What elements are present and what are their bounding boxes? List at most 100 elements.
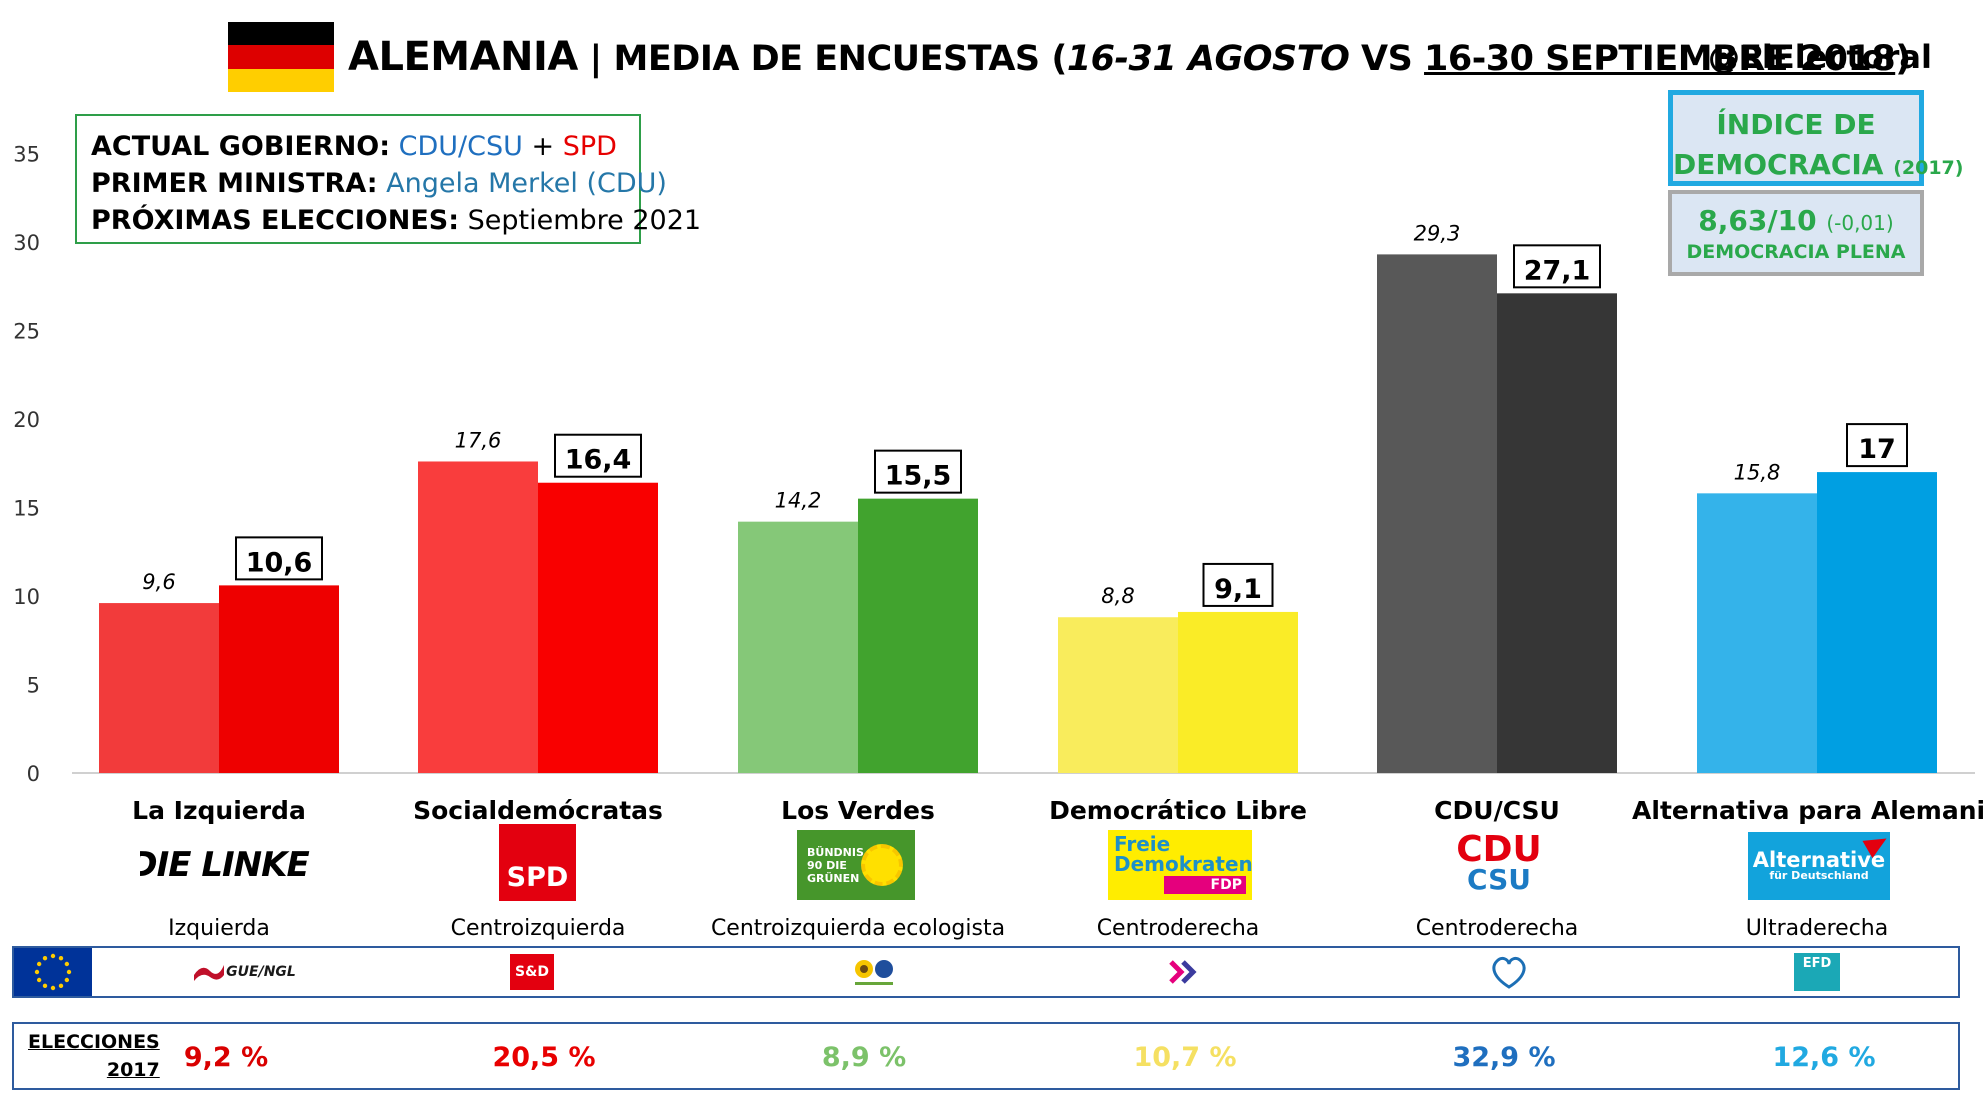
minister-label: PRIMER MINISTRA: xyxy=(91,168,378,199)
bar-label-current: 16,4 xyxy=(565,445,632,476)
y-tick-label: 0 xyxy=(27,762,40,786)
bar-previous xyxy=(738,521,858,773)
category-label: Los Verdes xyxy=(781,796,935,825)
source-handle: @ElElectoral xyxy=(1708,38,1932,76)
bar-current xyxy=(1817,472,1937,773)
gue-ngl-text: GUE/NGL xyxy=(226,964,296,980)
bar-label-current: 10,6 xyxy=(246,547,313,578)
eu-star xyxy=(50,985,56,991)
democracy-score: 8,63/10 xyxy=(1698,204,1817,237)
category-label: Alternativa para Alemania xyxy=(1632,796,1986,825)
ideology-label: Centroderecha xyxy=(1416,916,1579,941)
democracy-index-header: ÍNDICE DE DEMOCRACIA (2017) xyxy=(1668,90,1963,188)
eu-star xyxy=(36,977,42,983)
eu-star xyxy=(64,977,70,983)
elections-label: PRÓXIMAS ELECCIONES: xyxy=(91,205,460,236)
eu-star xyxy=(36,961,42,967)
bar-label-previous: 17,6 xyxy=(455,428,502,452)
bar-label-current: 27,1 xyxy=(1524,255,1591,286)
eu-star xyxy=(42,955,48,961)
bar-label-current: 15,5 xyxy=(885,461,952,492)
bar-label-previous: 14,2 xyxy=(775,489,822,513)
title-period-new: 16-30 SEPTIEMBRE 2018 xyxy=(1424,39,1896,79)
bar-label-previous: 8,8 xyxy=(1101,584,1134,608)
eu-star xyxy=(64,961,70,967)
bar-label-previous: 15,8 xyxy=(1734,460,1781,484)
efd-logo-icon: EFD xyxy=(1794,953,1840,991)
bar-previous xyxy=(1697,493,1817,773)
greens-efa-logo-icon xyxy=(844,952,904,992)
flag-stripe-gold xyxy=(228,68,334,92)
category-label: Democrático Libre xyxy=(1049,796,1307,825)
eu-star xyxy=(50,953,56,959)
elections-2017-row: ELECCIONES 2017 9,2 % 20,5 % 8,9 % 10,7 … xyxy=(12,1022,1960,1090)
alde-chevrons-icon xyxy=(1169,960,1197,984)
government-info-box: ACTUAL GOBIERNO: CDU/CSU + SPD PRIMER MI… xyxy=(75,114,701,244)
category-label: La Izquierda xyxy=(132,796,306,825)
die-linke-logo-icon: DIE LINKE. xyxy=(140,834,310,896)
y-tick-label: 30 xyxy=(13,231,40,255)
eu-groups-row: GUE/NGL S&D EFD xyxy=(12,946,1960,998)
eu-flag-icon xyxy=(14,948,92,996)
fdp-logo-sub: FDP xyxy=(1164,876,1246,894)
afd-logo-sub: für Deutschland xyxy=(1769,869,1869,882)
category-labels-group: La Izquierda Izquierda Socialdemócratas Cen… xyxy=(132,796,1986,941)
spd-logo-text: SPD xyxy=(506,862,569,893)
democracy-score-wrap: 8,63/10 (-0,01) xyxy=(1672,204,1920,237)
eu-star xyxy=(58,983,64,989)
category-label: Socialdemócratas xyxy=(413,796,663,825)
government-line: ACTUAL GOBIERNO: CDU/CSU + SPD xyxy=(91,128,639,165)
government-label: ACTUAL GOBIERNO: xyxy=(91,131,391,162)
fdp-logo-text: Freie Demokraten xyxy=(1114,832,1252,876)
democracy-index-line2-wrap: DEMOCRACIA (2017) xyxy=(1673,145,1963,188)
title-period-old: 16-31 AGOSTO xyxy=(1066,39,1350,79)
spd-logo-icon: SPD xyxy=(499,824,576,901)
democracy-index-line2: DEMOCRACIA xyxy=(1673,148,1884,181)
eu-star xyxy=(66,969,72,975)
bar-label-current: 17 xyxy=(1858,434,1896,465)
y-tick-label: 20 xyxy=(13,408,40,432)
afd-logo-text: Alternative xyxy=(1752,848,1886,872)
bar-current xyxy=(1178,611,1298,773)
democracy-index-year: (2017) xyxy=(1893,157,1964,179)
elections-label-line1: ELECCIONES xyxy=(28,1031,160,1053)
title-suffix: ) xyxy=(1895,39,1911,79)
title-country: ALEMANIA xyxy=(348,34,578,80)
s-and-d-logo-icon: S&D xyxy=(510,954,554,990)
bar-previous xyxy=(99,603,219,773)
gruene-logo-icon: BÜNDNIS 90 DIE GRÜNEN xyxy=(797,830,915,900)
democracy-category: DEMOCRACIA PLENA xyxy=(1686,241,1906,263)
bar-previous xyxy=(1377,254,1497,773)
y-tick-label: 25 xyxy=(13,320,40,344)
ideology-label: Centroizquierda xyxy=(451,916,626,941)
y-axis: 0 5 10 15 20 25 30 35 xyxy=(13,143,40,787)
bar-current xyxy=(219,585,339,773)
gruene-logo-text: BÜNDNIS 90 DIE GRÜNEN xyxy=(807,845,864,885)
result-2017-socialdemocratas: 20,5 % xyxy=(492,1042,596,1073)
cdu-logo-text: CDU xyxy=(1456,830,1542,870)
afd-logo-icon: Alternative für Deutschland xyxy=(1748,832,1890,900)
fdp-logo-icon: Freie Demokraten FDP xyxy=(1108,830,1252,900)
elections-label-line2: 2017 xyxy=(106,1059,160,1081)
bar-label-box xyxy=(554,433,642,478)
eu-star xyxy=(34,969,40,975)
elections-line: PRÓXIMAS ELECCIONES: Septiembre 2021 xyxy=(91,202,701,239)
bar-previous xyxy=(418,461,538,773)
chart-title: ALEMANIA | MEDIA DE ENCUESTAS (16-31 AGO… xyxy=(348,34,1911,80)
minister-line: PRIMER MINISTRA: Angela Merkel (CDU) xyxy=(91,165,667,202)
gue-ngl-logo-icon: GUE/NGL xyxy=(189,952,299,992)
bar-label-box xyxy=(235,536,323,581)
bar-label-box xyxy=(1202,562,1274,607)
germany-flag-icon xyxy=(228,22,334,92)
flag-stripe-red xyxy=(228,45,334,69)
bar-current xyxy=(1497,293,1617,773)
bar-label-box xyxy=(1846,423,1908,468)
title-prefix: MEDIA DE ENCUESTAS ( xyxy=(613,39,1068,79)
result-2017-afd: 12,6 % xyxy=(1772,1042,1876,1073)
die-linke-logo-text: DIE LINKE. xyxy=(140,845,310,885)
bar-previous xyxy=(1058,617,1178,773)
bar-label-previous: 9,6 xyxy=(142,570,175,594)
epp-heart-icon xyxy=(1492,956,1526,989)
ideology-label: Centroizquierda ecologista xyxy=(711,916,1005,941)
